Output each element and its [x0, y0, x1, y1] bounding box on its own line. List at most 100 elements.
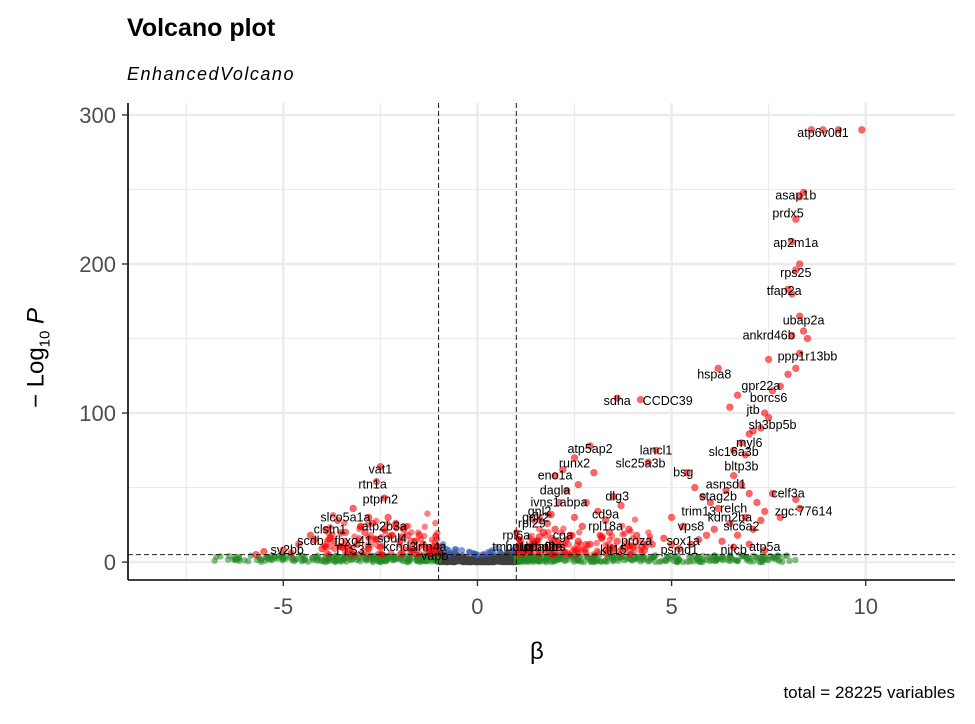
point-log2fc — [580, 558, 588, 566]
point-significant — [858, 126, 866, 134]
point-significant — [799, 327, 808, 335]
point-significant — [351, 533, 358, 540]
point-significant — [543, 519, 552, 528]
point-significant — [403, 531, 412, 539]
point-ns — [504, 555, 512, 563]
point-significant — [578, 522, 586, 531]
gene-label: grik2 — [522, 510, 549, 524]
point-significant — [559, 465, 567, 474]
point-significant — [761, 409, 769, 417]
gene-label: ppp1r13bb — [778, 349, 838, 363]
gene-label: ivns1abpa — [530, 495, 587, 509]
point-ns — [455, 558, 462, 565]
gene-label: eno1a — [538, 469, 573, 483]
point-significant — [729, 446, 738, 455]
point-significant — [706, 498, 715, 507]
point-significant — [648, 540, 656, 548]
point-significant — [372, 477, 381, 486]
point-log2fc — [405, 558, 413, 565]
point-significant — [792, 266, 800, 274]
gene-label: asap1b — [775, 188, 816, 202]
point-log2fc — [792, 556, 799, 564]
gene-label: asnsd1 — [706, 478, 746, 492]
point-significant — [357, 522, 365, 531]
point-log2fc — [232, 556, 240, 563]
point-significant — [327, 543, 334, 550]
point-significant — [795, 504, 804, 513]
point-significant — [421, 523, 428, 530]
gene-label: fbrs — [545, 540, 566, 554]
point-significant — [819, 126, 827, 134]
point-significant — [683, 468, 691, 477]
point-significant — [536, 513, 543, 521]
point-log2fc — [695, 558, 702, 565]
y-tick-label: 200 — [79, 252, 116, 277]
point-ns — [496, 555, 504, 562]
gene-label: scdb — [297, 534, 323, 548]
point-significant — [388, 531, 396, 539]
gene-label: nifcb — [720, 543, 746, 557]
point-significant — [365, 513, 373, 522]
point-significant — [517, 537, 525, 544]
point-log2fc — [323, 557, 331, 564]
point-log2fc — [353, 556, 360, 564]
point-log2fc — [632, 553, 639, 561]
point-significant — [428, 536, 436, 543]
point-significant — [631, 516, 639, 523]
point-significant — [597, 534, 606, 542]
gene-label: bsg — [673, 466, 693, 480]
gene-label: soul4 — [377, 531, 407, 545]
gene-label: ubap2a — [783, 314, 825, 328]
point-significant — [635, 537, 642, 544]
point-significant — [384, 520, 391, 527]
point-log2fc — [610, 554, 617, 561]
point-significant — [714, 364, 722, 373]
point-significant — [632, 531, 641, 539]
point-significant — [547, 510, 555, 519]
chart-caption: total = 28225 variables — [783, 683, 955, 702]
point-significant — [520, 544, 528, 553]
point-significant — [513, 529, 520, 536]
point-significant — [310, 536, 319, 544]
point-significant — [555, 537, 562, 544]
gene-label: fbxo41 — [334, 534, 372, 548]
gene-label: bltp3b — [724, 460, 758, 474]
gene-label: gnl2 — [528, 504, 552, 518]
point-significant — [593, 539, 600, 547]
point-significant — [399, 525, 408, 534]
point-significant — [776, 513, 784, 522]
point-log2fc — [397, 556, 404, 563]
gene-label: ptbp2a — [524, 540, 562, 554]
point-significant — [702, 531, 711, 539]
point-significant — [795, 260, 804, 268]
gene-label: vps8 — [678, 519, 704, 533]
gene-label: atp2b3a — [362, 519, 407, 533]
gene-label: prdx5 — [772, 206, 803, 220]
x-tick-label: 10 — [853, 594, 877, 619]
point-significant — [376, 543, 385, 551]
point-significant — [834, 126, 843, 134]
gene-label: borcs6 — [750, 391, 788, 405]
point-significant — [361, 528, 369, 536]
point-significant — [733, 391, 742, 399]
point-significant — [625, 525, 633, 534]
point-log2fc — [684, 558, 691, 565]
point-log2fc — [565, 556, 572, 563]
gene-label: sdha — [604, 394, 631, 408]
point-log2fc — [337, 558, 344, 565]
gene-label: cd9a — [592, 507, 619, 521]
point-significant — [784, 370, 792, 378]
point-significant — [551, 471, 559, 480]
point-significant — [570, 454, 579, 462]
gene-label: kcnd3 — [383, 540, 416, 554]
x-tick-label: 5 — [665, 594, 677, 619]
gene-label: slc16a3b — [709, 445, 759, 459]
point-log2fc — [765, 556, 772, 564]
point-significant — [776, 382, 784, 390]
point-significant — [764, 355, 773, 364]
point-significant — [679, 522, 687, 531]
point-log2fc — [663, 557, 670, 565]
point-significant — [306, 531, 315, 539]
point-p — [496, 548, 504, 556]
gene-label: rpl6a — [502, 528, 530, 542]
